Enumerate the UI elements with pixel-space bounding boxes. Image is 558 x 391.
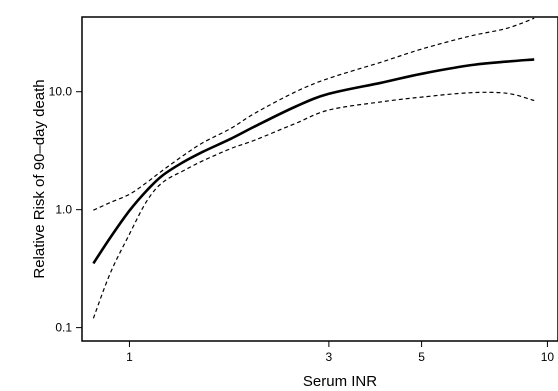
x-tick-label: 1 (126, 350, 133, 364)
upper-confidence-line (93, 17, 535, 211)
y-tick-label: 1.0 (55, 203, 72, 217)
y-tick-label: 10.0 (49, 85, 73, 99)
lower-confidence-line (92, 91, 535, 319)
estimate-line (92, 58, 535, 265)
x-tick-label: 10 (541, 350, 555, 364)
y-tick-label: 0.1 (55, 321, 72, 335)
x-tick-label: 5 (418, 350, 425, 364)
x-axis-title: Serum INR (303, 373, 377, 390)
series-group (92, 17, 535, 319)
x-axis: 1 3 5 10 (126, 341, 554, 364)
plot-frame (81, 16, 558, 342)
y-axis-title: Relative Risk of 90–day death (31, 79, 48, 278)
x-tick-label: 3 (326, 350, 333, 364)
y-axis: 0.1 1.0 10.0 (49, 85, 82, 335)
